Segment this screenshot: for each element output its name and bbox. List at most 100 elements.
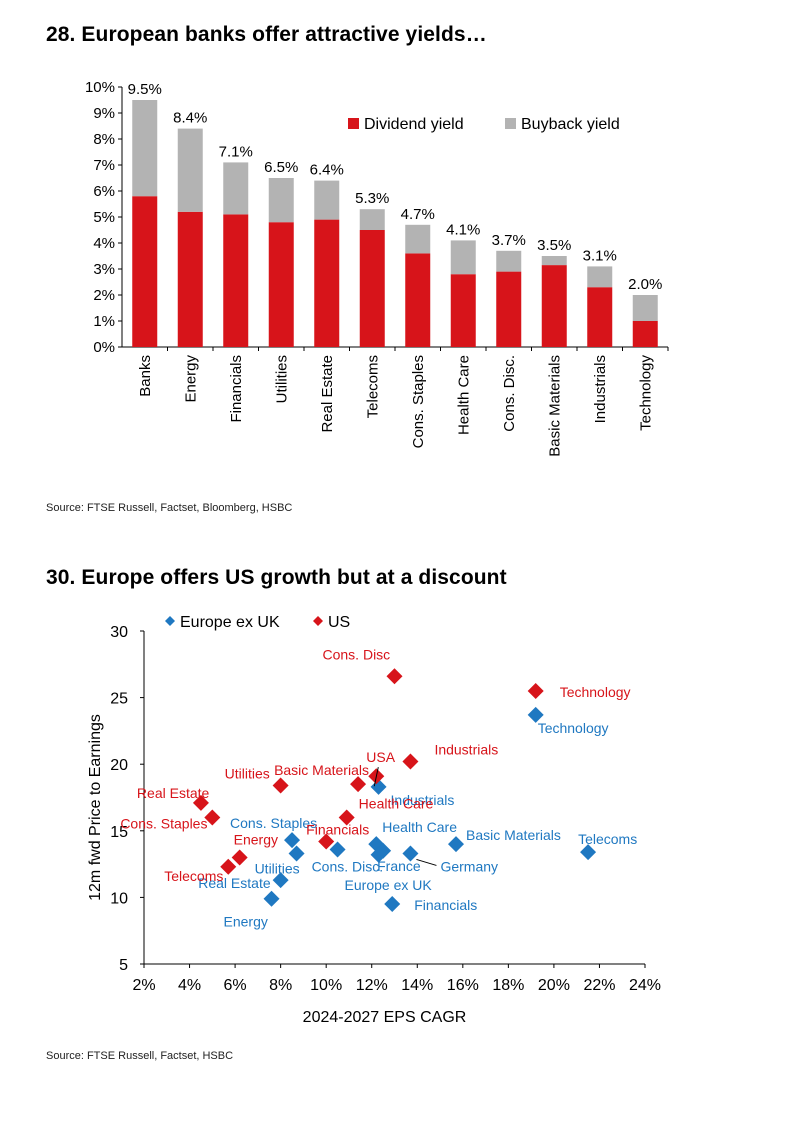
total-label-technology: 2.0% bbox=[628, 276, 662, 293]
europe-label-real-estate: Real Estate bbox=[198, 875, 271, 891]
bar-dividend-energy bbox=[177, 211, 203, 347]
us-point-technology bbox=[527, 682, 544, 699]
chart1-title: 28. European banks offer attractive yiel… bbox=[46, 23, 487, 46]
category-label-health-care: Health Care bbox=[455, 355, 472, 435]
us-point-cons-disc bbox=[386, 668, 403, 685]
y-tick-label: 6% bbox=[93, 183, 115, 200]
total-label-banks: 9.5% bbox=[128, 81, 162, 98]
europe-label-cons-staples: Cons. Staples bbox=[230, 815, 317, 831]
legend-label-buyback-yield: Buyback yield bbox=[521, 116, 620, 133]
europe-label-europe-ex-uk: Europe ex UK bbox=[345, 877, 433, 893]
x-tick-label: 24% bbox=[629, 977, 661, 994]
bar-dividend-cons-staples bbox=[405, 253, 431, 347]
us-label-basic-materials: Basic Materials bbox=[274, 762, 369, 778]
bar-buyback-telecoms bbox=[359, 209, 385, 230]
bar-buyback-utilities bbox=[268, 178, 294, 223]
x-tick-label: 22% bbox=[583, 977, 615, 994]
europe-label-france: France bbox=[377, 858, 421, 874]
y-tick-label: 7% bbox=[93, 157, 115, 174]
y-tick-label: 4% bbox=[93, 235, 115, 252]
y-tick-label: 0% bbox=[93, 339, 115, 356]
europe-label-financials: Financials bbox=[414, 897, 477, 913]
category-label-banks: Banks bbox=[137, 355, 154, 397]
y-tick-label: 5% bbox=[93, 209, 115, 226]
us-label-industrials: Industrials bbox=[434, 742, 498, 758]
europe-point-technology bbox=[527, 706, 544, 723]
us-point-utilities bbox=[272, 777, 289, 794]
us-point-industrials bbox=[402, 753, 419, 770]
bar-dividend-industrials bbox=[587, 287, 613, 347]
europe-label-technology: Technology bbox=[538, 720, 609, 736]
bar-dividend-banks bbox=[132, 196, 158, 347]
us-label-usa: USA bbox=[366, 749, 395, 765]
total-label-real-estate: 6.4% bbox=[310, 162, 344, 179]
us-label-energy: Energy bbox=[234, 831, 278, 847]
total-label-cons-staples: 4.7% bbox=[401, 206, 435, 223]
us-point-financials bbox=[318, 833, 335, 850]
legend-swatch-buyback-yield bbox=[505, 118, 516, 129]
us-label-cons-staples: Cons. Staples bbox=[120, 815, 207, 831]
bar-dividend-telecoms bbox=[359, 230, 385, 347]
x-tick-label: 18% bbox=[492, 977, 524, 994]
total-label-utilities: 6.5% bbox=[264, 159, 298, 176]
category-label-industrials: Industrials bbox=[592, 355, 609, 423]
total-label-basic-materials: 3.5% bbox=[537, 237, 571, 254]
y-tick-label: 10 bbox=[110, 890, 128, 907]
europe-point-energy bbox=[263, 890, 280, 907]
us-point-basic-materials bbox=[350, 776, 367, 793]
us-label-real-estate: Real Estate bbox=[137, 785, 210, 801]
dividend-buyback-yield-chart: 0% 1% 2% 3% 4% 5% 6% 7% 8% 9% 10% 9.5% Banks 8.4% Ener… bbox=[85, 79, 669, 457]
y-tick-label: 9% bbox=[93, 105, 115, 122]
us-point-energy bbox=[231, 849, 248, 866]
y-tick-label: 5 bbox=[119, 957, 128, 974]
bar-dividend-health-care bbox=[450, 274, 476, 347]
category-label-real-estate: Real Estate bbox=[319, 355, 336, 433]
x-tick-label: 10% bbox=[310, 977, 342, 994]
bar-buyback-financials bbox=[223, 162, 249, 215]
bar-dividend-technology bbox=[632, 321, 658, 347]
bar-dividend-real-estate bbox=[314, 219, 340, 347]
europe-point-cons-disc bbox=[329, 841, 346, 858]
us-label-utilities: Utilities bbox=[225, 766, 270, 782]
bar-buyback-basic-materials bbox=[541, 256, 567, 266]
y-tick-label: 1% bbox=[93, 313, 115, 330]
europe-label-industrials: Industrials bbox=[391, 792, 455, 808]
category-label-technology: Technology bbox=[637, 355, 654, 431]
europe-label-telecoms: Telecoms bbox=[578, 831, 637, 847]
europe-label-cons-disc: Cons. Disc. bbox=[312, 858, 384, 874]
y-tick-label: 30 bbox=[110, 624, 128, 641]
europe-point-telecoms bbox=[580, 844, 597, 861]
legend-marker-europe-ex-uk bbox=[165, 616, 175, 626]
us-point-telecoms bbox=[220, 858, 237, 875]
total-label-cons-disc: 3.7% bbox=[492, 232, 526, 249]
total-label-financials: 7.1% bbox=[219, 143, 253, 160]
x-tick-label: 14% bbox=[401, 977, 433, 994]
category-label-basic-materials: Basic Materials bbox=[546, 355, 563, 457]
europe-label-health-care: Health Care bbox=[382, 819, 457, 835]
total-label-industrials: 3.1% bbox=[583, 247, 617, 264]
us-label-health-care: Health Care bbox=[359, 795, 434, 811]
bar-buyback-technology bbox=[632, 295, 658, 321]
x-tick-label: 12% bbox=[356, 977, 388, 994]
bar-buyback-industrials bbox=[587, 266, 613, 288]
total-label-health-care: 4.1% bbox=[446, 221, 480, 238]
us-point-cons-staples bbox=[204, 809, 221, 826]
europe-label-utilities: Utilities bbox=[255, 860, 300, 876]
bar-buyback-banks bbox=[132, 100, 158, 197]
x-tick-label: 16% bbox=[447, 977, 479, 994]
bar-buyback-energy bbox=[177, 128, 203, 212]
germany-leader-line bbox=[416, 858, 437, 866]
europe-label-energy: Energy bbox=[224, 914, 268, 930]
us-label-telecoms: Telecoms bbox=[164, 868, 223, 884]
y-tick-label: 20 bbox=[110, 757, 128, 774]
us-point-health-care bbox=[338, 809, 355, 826]
chart2-source: Source: FTSE Russell, Factset, HSBC bbox=[46, 1050, 234, 1062]
bar-buyback-cons-disc bbox=[496, 250, 522, 272]
bar-buyback-cons-staples bbox=[405, 224, 431, 254]
chart2-title: 30. Europe offers US growth but at a dis… bbox=[46, 566, 507, 589]
europe-point-utilities bbox=[288, 845, 305, 862]
bar-dividend-basic-materials bbox=[541, 265, 567, 347]
total-label-energy: 8.4% bbox=[173, 110, 207, 127]
category-label-energy: Energy bbox=[182, 355, 199, 403]
